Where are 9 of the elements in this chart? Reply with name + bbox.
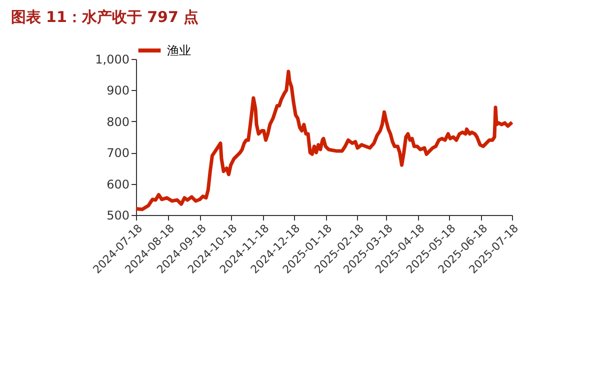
chart-title: 图表 11：水产收于 797 点 bbox=[10, 8, 199, 26]
legend-label: 渔业 bbox=[167, 44, 191, 58]
y-tick-label: 800 bbox=[106, 114, 130, 129]
y-tick-label: 900 bbox=[106, 84, 130, 98]
y-tick-label: 1,000 bbox=[95, 52, 130, 66]
y-tick-label: 500 bbox=[106, 208, 130, 222]
line-series bbox=[134, 70, 514, 212]
y-tick-label: 700 bbox=[106, 146, 130, 160]
y-tick-label: 600 bbox=[106, 177, 130, 192]
